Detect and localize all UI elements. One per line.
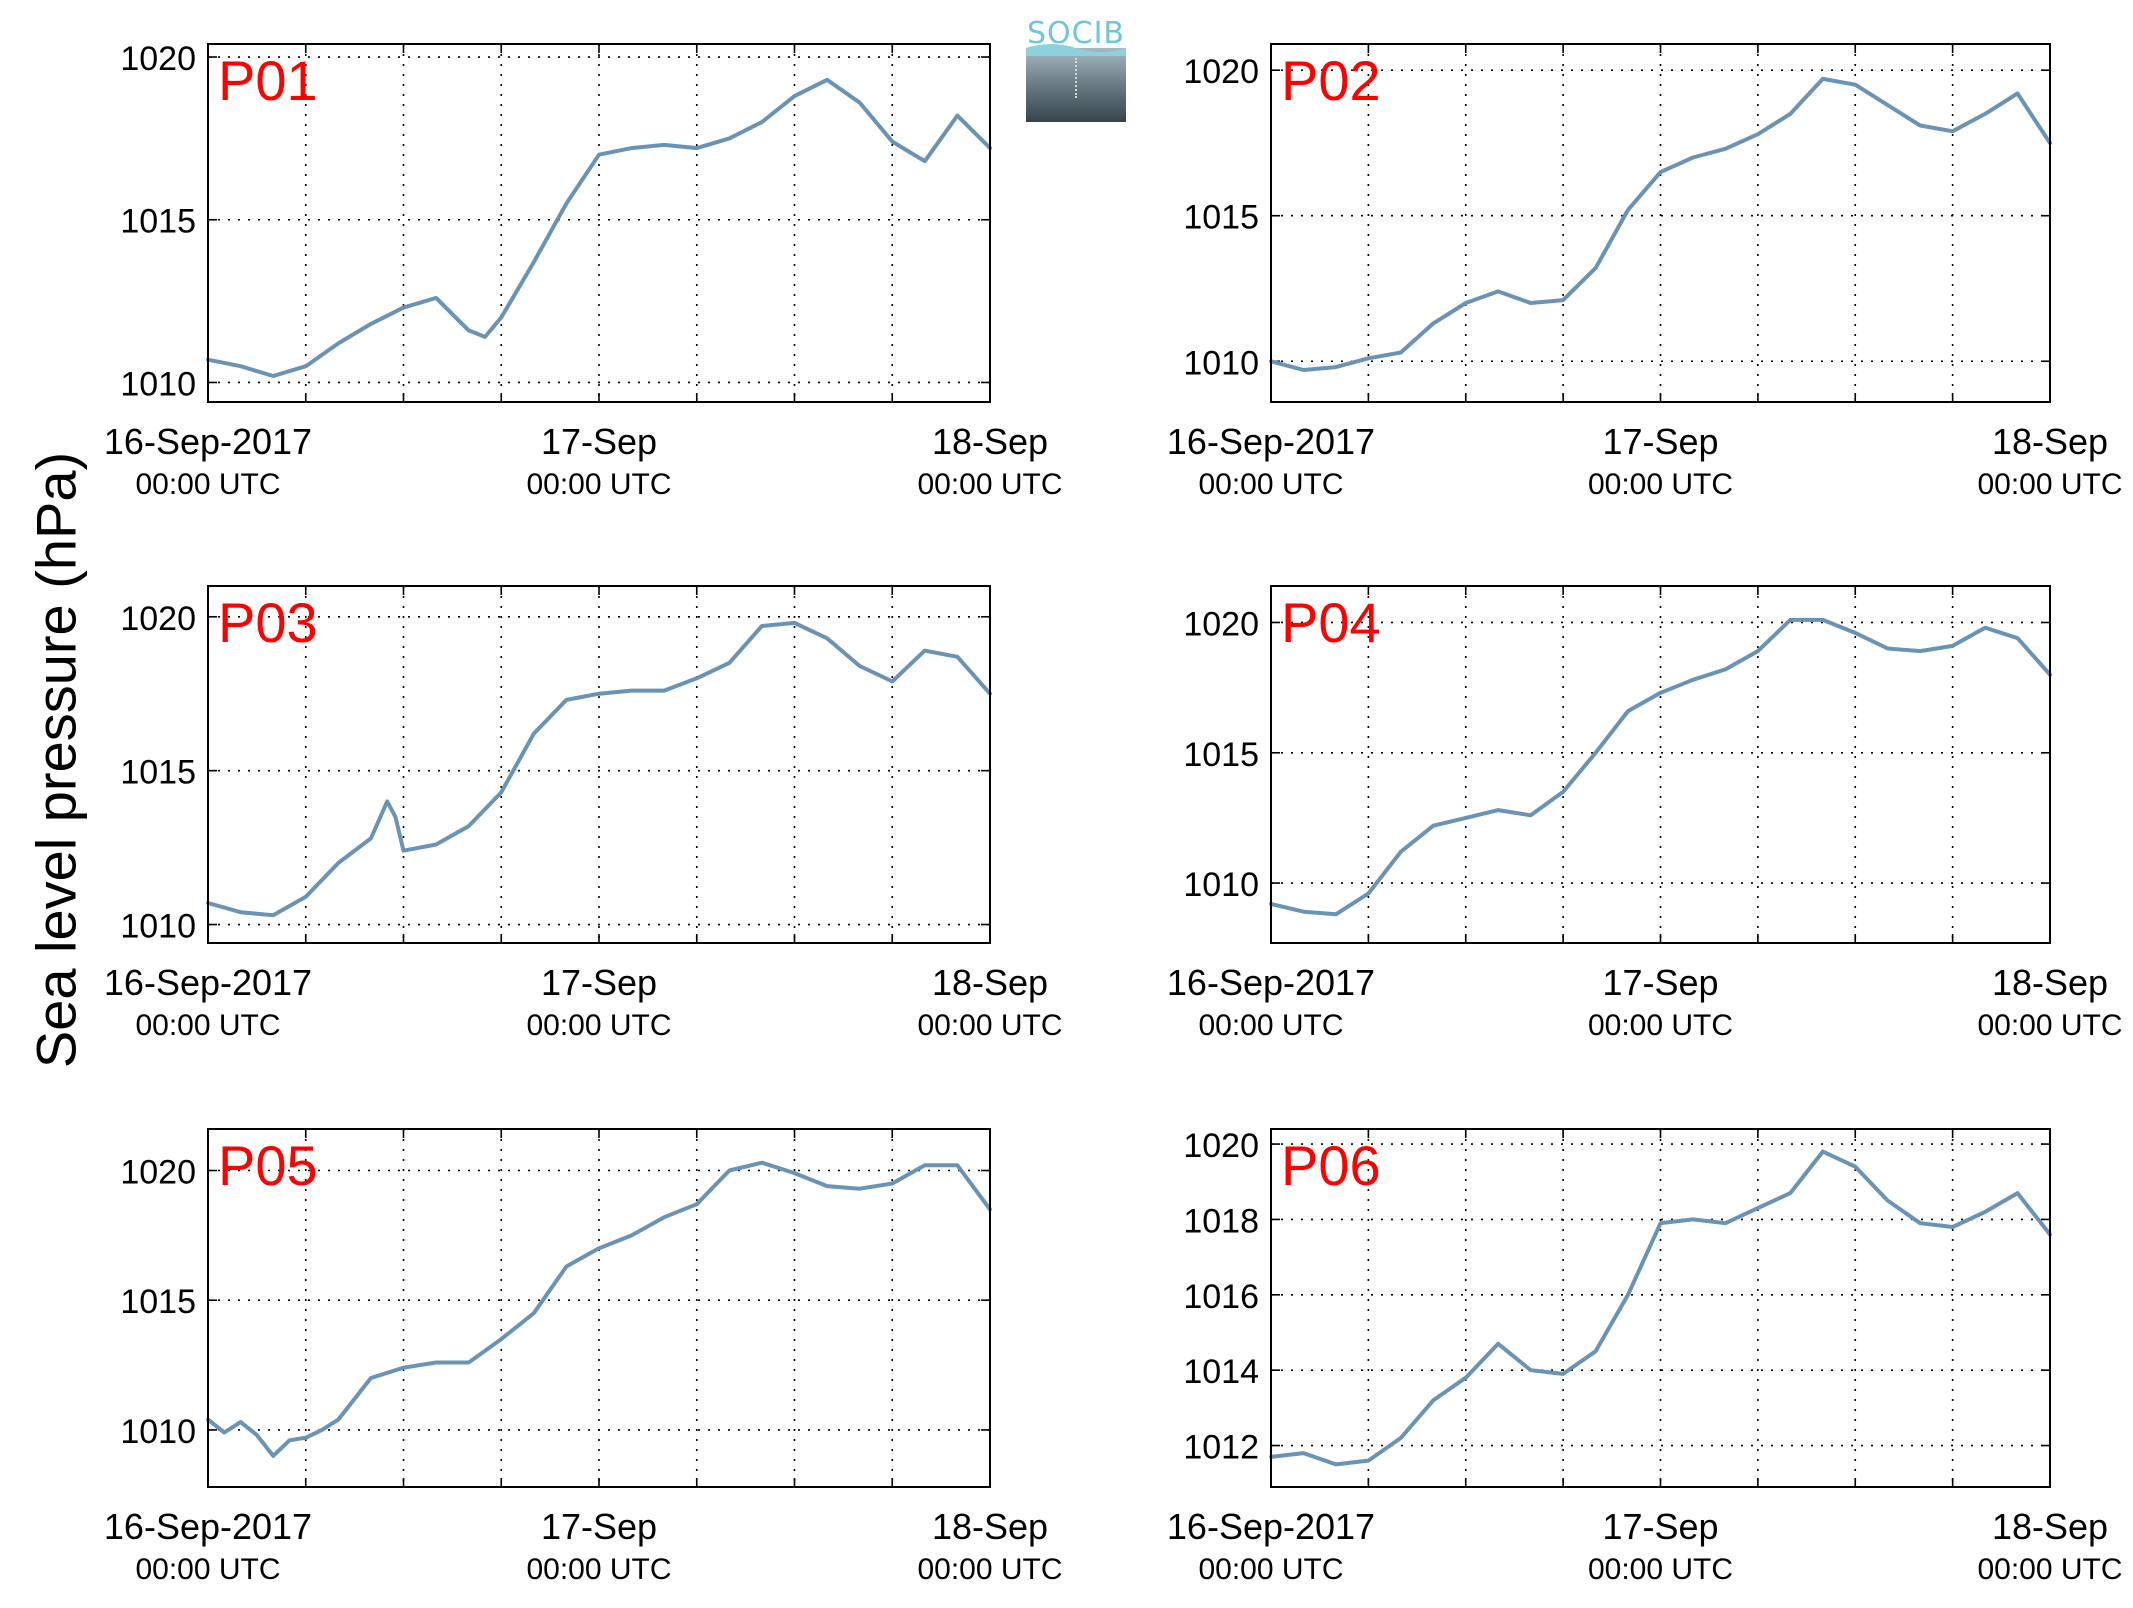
series-line <box>1269 76 2052 372</box>
axes-frame <box>207 585 991 944</box>
series-line <box>1269 1149 2052 1467</box>
x-tick-sublabel: 00:00 UTC <box>1588 1553 1733 1586</box>
x-tick-label: 18-Sep <box>1992 421 2108 462</box>
plot-area <box>1271 1129 2050 1487</box>
x-tick-label: 17-Sep <box>541 421 657 462</box>
y-tick-label: 1010 <box>120 1413 196 1451</box>
x-tick-sublabel: 00:00 UTC <box>526 1553 671 1586</box>
x-tick-sublabel: 00:00 UTC <box>917 468 1062 501</box>
y-tick-label: 1015 <box>120 203 196 241</box>
x-tick-sublabel: 00:00 UTC <box>135 1553 280 1586</box>
y-tick-label: 1016 <box>1183 1278 1259 1316</box>
x-tick-label: 16-Sep-2017 <box>1167 1506 1375 1547</box>
x-tick-sublabel: 00:00 UTC <box>1977 1009 2122 1042</box>
logo-dots <box>1075 58 1077 98</box>
y-axis-label-container: Sea level pressure (hPa) <box>0 0 90 1608</box>
chart-panel-p06: 1012 1014 1016 1018 1020 16-Sep-2017 00:00 UTC… <box>1167 1127 2123 1586</box>
y-tick-label: 1020 <box>120 600 196 638</box>
chart-panel-p05: 1010 1015 1020 16-Sep-2017 00:00 UTC 17-Sep 00… <box>104 1128 1063 1586</box>
x-tick-sublabel: 00:00 UTC <box>917 1009 1062 1042</box>
y-tick-label: 1014 <box>1183 1353 1259 1391</box>
x-tick-sublabel: 00:00 UTC <box>526 468 671 501</box>
y-tick-label: 1015 <box>120 754 196 792</box>
axes-frame <box>1270 43 2051 403</box>
x-tick-label: 18-Sep <box>932 962 1048 1003</box>
panel-title: P01 <box>218 49 318 112</box>
plot-area <box>208 1129 990 1487</box>
axes-frame <box>207 1128 991 1488</box>
series-line <box>206 77 992 378</box>
y-axis-label: Sea level pressure (hPa) <box>24 451 88 1069</box>
y-tick-label: 1015 <box>1183 736 1259 774</box>
x-tick-sublabel: 00:00 UTC <box>917 1553 1062 1586</box>
logo-text: SOCIB <box>1026 16 1126 51</box>
y-tick-label: 1010 <box>120 365 196 403</box>
x-tick-label: 16-Sep-2017 <box>1167 962 1375 1003</box>
series-line <box>206 1160 992 1458</box>
y-tick-label: 1020 <box>1183 53 1259 91</box>
x-tick-sublabel: 00:00 UTC <box>1198 1009 1343 1042</box>
logo-wave-icon <box>1026 44 1126 56</box>
x-tick-sublabel: 00:00 UTC <box>135 1009 280 1042</box>
x-tick-label: 18-Sep <box>1992 1506 2108 1547</box>
y-tick-label: 1020 <box>1183 1127 1259 1165</box>
x-tick-sublabel: 00:00 UTC <box>1588 1009 1733 1042</box>
chart-panel-p01: 1010 1015 1020 16-Sep-2017 00:00 UTC 17-Sep 00… <box>104 40 1063 501</box>
x-tick-label: 18-Sep <box>1992 962 2108 1003</box>
y-tick-label: 1015 <box>120 1283 196 1321</box>
y-tick-label: 1020 <box>1183 605 1259 643</box>
y-tick-label: 1012 <box>1183 1429 1259 1467</box>
y-tick-label: 1018 <box>1183 1202 1259 1240</box>
y-tick-label: 1020 <box>120 1154 196 1192</box>
x-tick-sublabel: 00:00 UTC <box>526 1009 671 1042</box>
plot-area <box>1271 44 2050 402</box>
chart-panel-p04: 1010 1015 1020 16-Sep-2017 00:00 UTC 17-Sep 00… <box>1167 585 2123 1042</box>
x-tick-label: 17-Sep <box>1602 1506 1718 1547</box>
x-tick-sublabel: 00:00 UTC <box>1977 468 2122 501</box>
chart-panel-p02: 1010 1015 1020 16-Sep-2017 00:00 UTC 17-Sep 00… <box>1167 43 2123 501</box>
x-tick-label: 17-Sep <box>541 962 657 1003</box>
panel-title: P02 <box>1281 49 1381 112</box>
panel-title: P03 <box>218 591 318 654</box>
x-tick-label: 17-Sep <box>541 1506 657 1547</box>
axes-frame <box>207 43 991 403</box>
x-tick-label: 16-Sep-2017 <box>104 421 312 462</box>
axes-frame <box>1270 1128 2051 1488</box>
y-tick-label: 1010 <box>1183 344 1259 382</box>
y-tick-label: 1010 <box>1183 866 1259 904</box>
plot-area <box>1271 586 2050 943</box>
panel-title: P04 <box>1281 591 1381 654</box>
x-tick-label: 17-Sep <box>1602 421 1718 462</box>
x-tick-sublabel: 00:00 UTC <box>1588 468 1733 501</box>
x-tick-sublabel: 00:00 UTC <box>135 468 280 501</box>
plot-area <box>208 44 990 402</box>
plot-area <box>208 586 990 943</box>
x-tick-label: 16-Sep-2017 <box>104 1506 312 1547</box>
panel-title: P06 <box>1281 1134 1381 1197</box>
x-tick-sublabel: 00:00 UTC <box>1977 1553 2122 1586</box>
panel-title: P05 <box>218 1134 318 1197</box>
x-tick-label: 16-Sep-2017 <box>104 962 312 1003</box>
y-tick-label: 1020 <box>120 40 196 78</box>
y-tick-label: 1010 <box>120 908 196 946</box>
socib-logo: SOCIB <box>1026 16 1126 122</box>
x-tick-label: 18-Sep <box>932 421 1048 462</box>
x-tick-sublabel: 00:00 UTC <box>1198 468 1343 501</box>
x-tick-label: 16-Sep-2017 <box>1167 421 1375 462</box>
x-tick-sublabel: 00:00 UTC <box>1198 1553 1343 1586</box>
x-tick-label: 17-Sep <box>1602 962 1718 1003</box>
series-line <box>1269 617 2052 917</box>
series-line <box>206 620 992 918</box>
x-tick-label: 18-Sep <box>932 1506 1048 1547</box>
axes-frame <box>1270 585 2051 944</box>
chart-panel-p03: 1010 1015 1020 16-Sep-2017 00:00 UTC 17-Sep 00… <box>104 585 1063 1042</box>
y-tick-label: 1015 <box>1183 199 1259 237</box>
